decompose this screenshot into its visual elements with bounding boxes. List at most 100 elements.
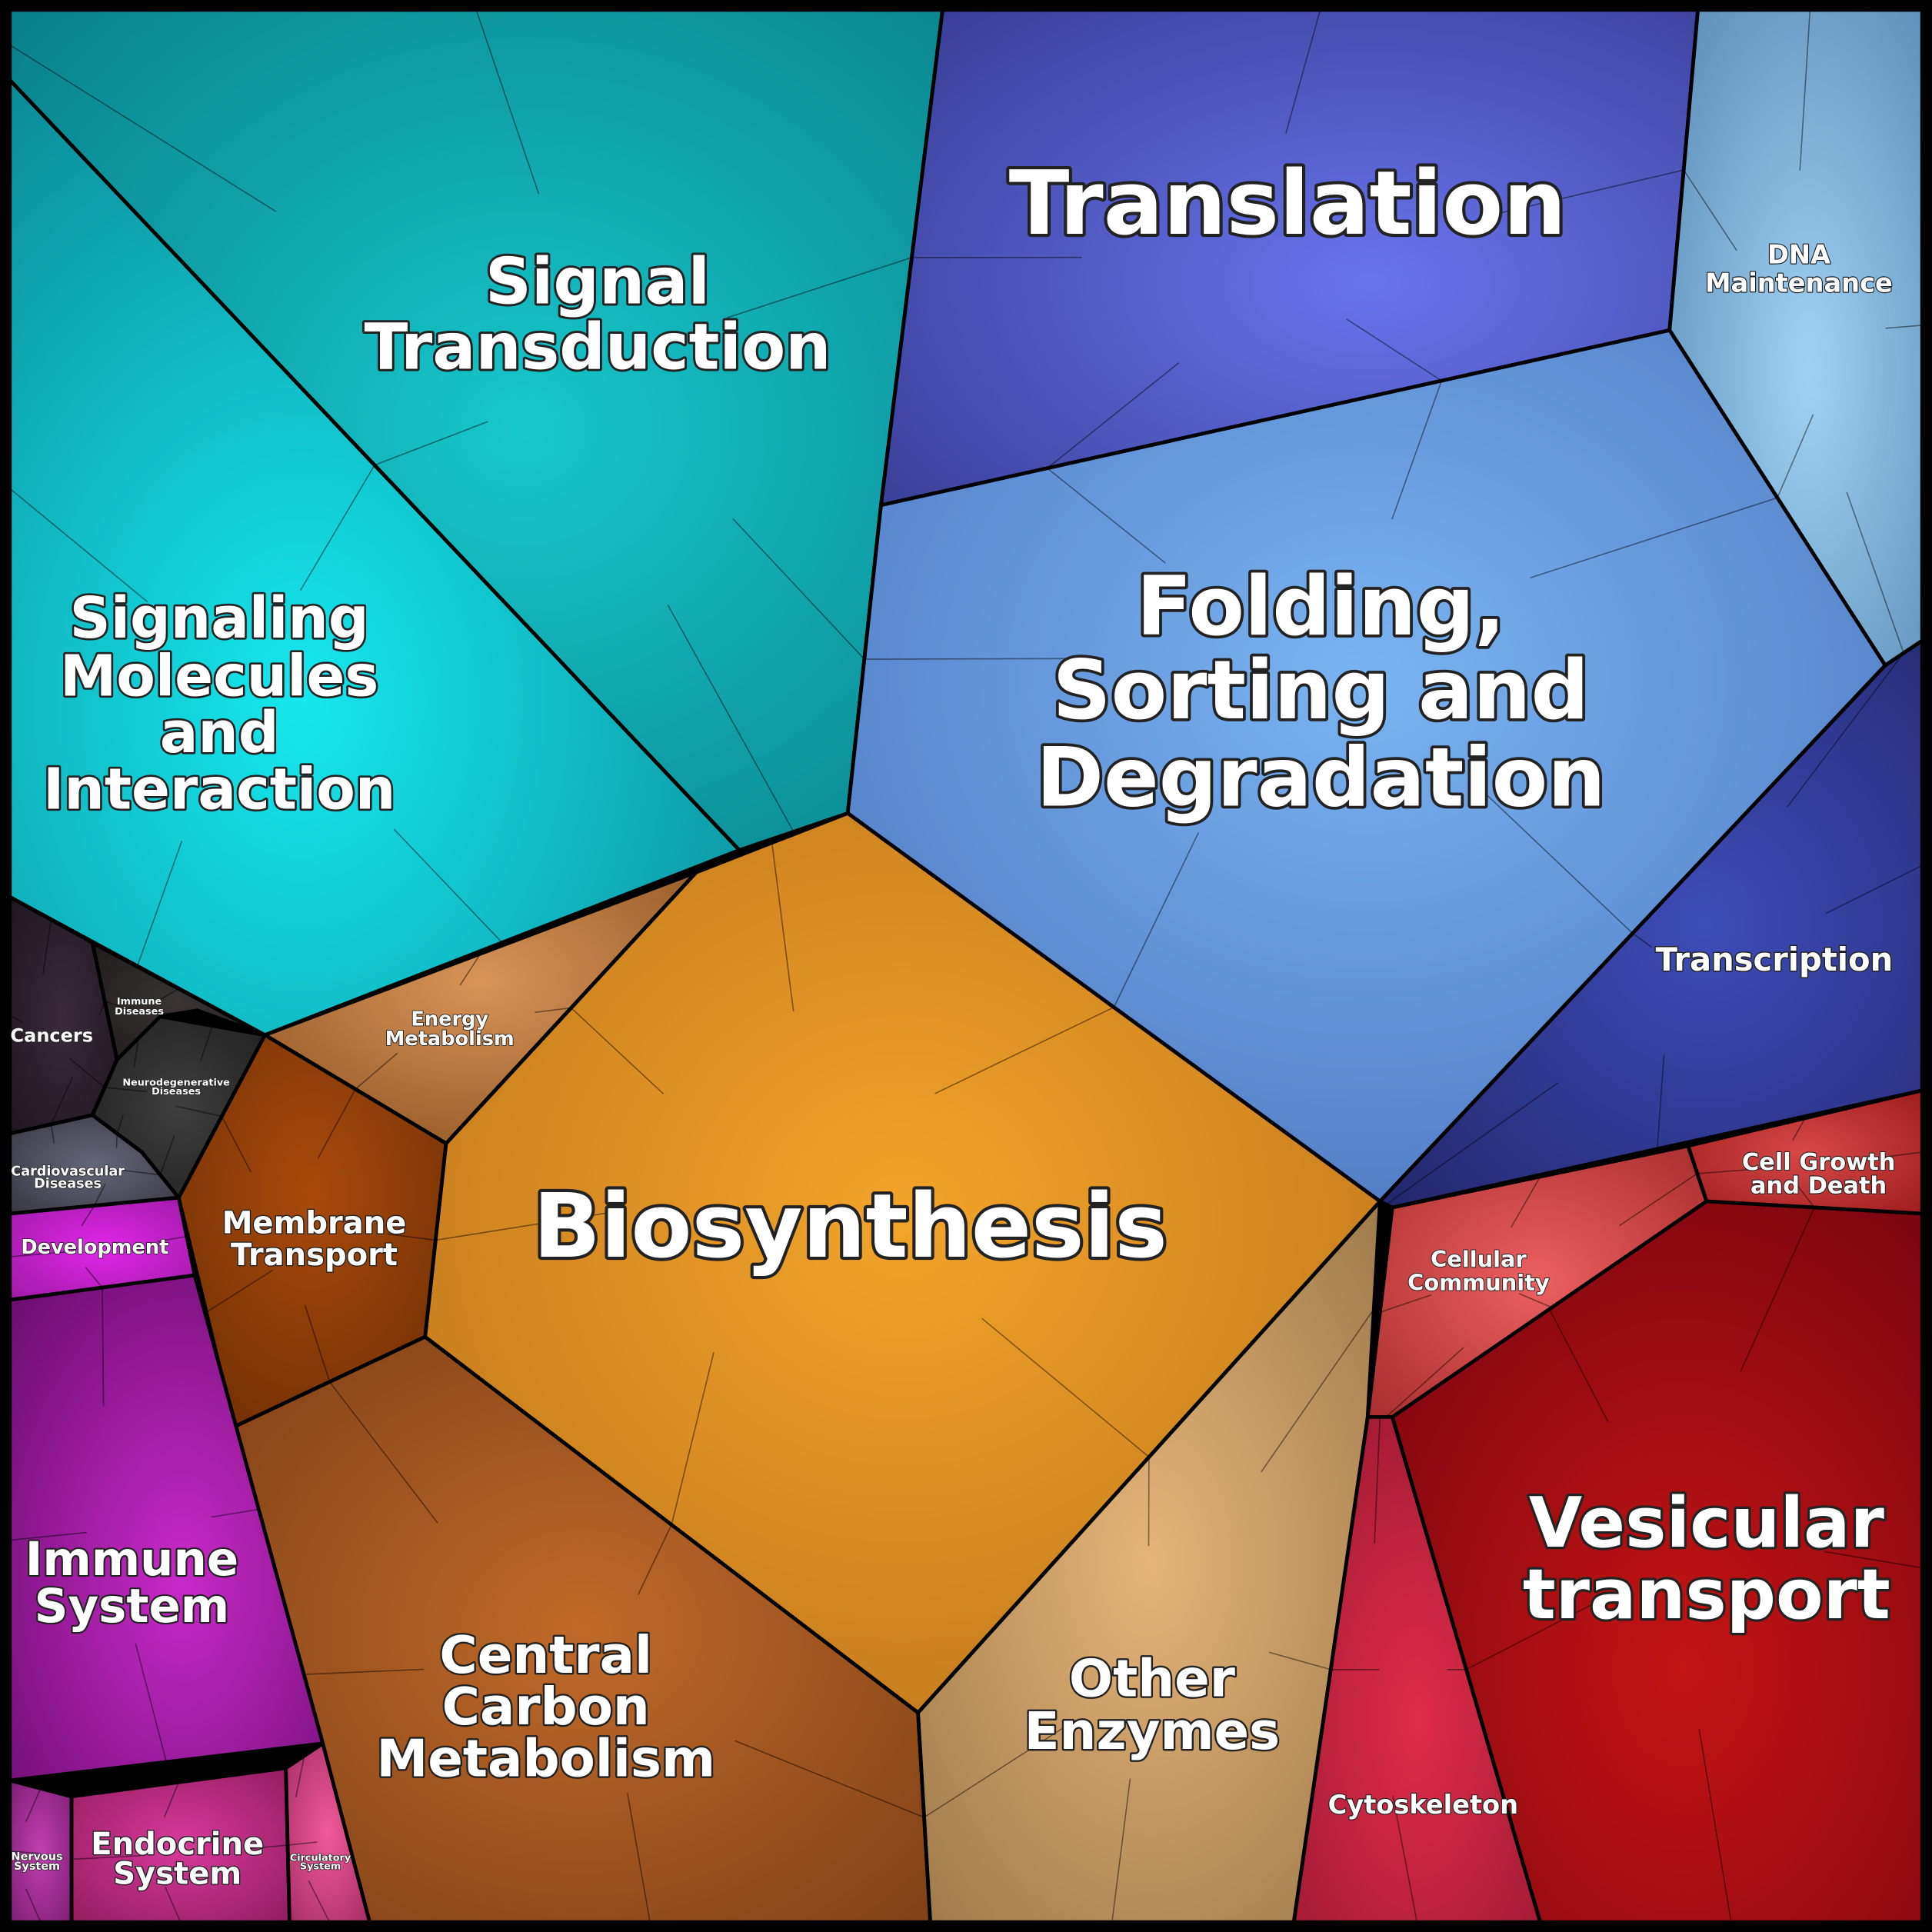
cell-edge: [159, 1135, 175, 1175]
cell-edge: [571, 1007, 665, 1094]
cell-edge: [1487, 794, 1634, 934]
cell-edge: [1697, 1168, 1769, 1174]
cell-edge: [9, 1251, 69, 1257]
cell-edge: [393, 828, 503, 944]
cell-edge: [9, 1850, 41, 1854]
cell-edge: [9, 1167, 34, 1174]
region-label: Circulatory: [290, 1852, 351, 1864]
cell-edge: [304, 1304, 331, 1382]
region-label: Community: [1407, 1269, 1550, 1295]
cell-edge: [287, 1841, 318, 1846]
region-label: and: [160, 701, 279, 766]
region-label: System: [14, 1860, 60, 1873]
region-label: Maintenance: [1705, 268, 1893, 298]
cell-edge: [1113, 832, 1200, 1008]
region-label: Signal: [485, 245, 710, 319]
cell-edge: [459, 953, 481, 986]
region-label: Enzymes: [1024, 1701, 1281, 1761]
cell-edge: [1261, 1308, 1374, 1473]
cell-edge: [205, 1269, 274, 1313]
cell-edge: [374, 421, 488, 466]
cell-edge: [1385, 1347, 1464, 1417]
region-label: Cancers: [10, 1024, 93, 1046]
region-label: Metabolism: [385, 1028, 515, 1051]
cell-edge: [133, 1038, 140, 1068]
cell-edge: [1880, 1151, 1923, 1158]
region-label: System: [300, 1861, 341, 1873]
cell-edge: [1466, 1601, 1597, 1671]
cell-edge: [301, 1668, 425, 1675]
region-label: Membrane: [222, 1205, 407, 1241]
region-label: Cytoskeleton: [1328, 1790, 1519, 1820]
cell-edge: [1792, 1118, 1806, 1141]
region-label: Central: [439, 1625, 652, 1685]
cell-edge: [1380, 1294, 1432, 1313]
cell-edge: [1797, 1184, 1815, 1208]
region-label: Other: [1069, 1648, 1235, 1708]
cell-edge: [81, 1205, 95, 1227]
cell-edge: [308, 1880, 331, 1923]
region-label: Cell Growth: [1742, 1149, 1896, 1176]
cell-edge: [1285, 9, 1321, 134]
cell-edge: [535, 1007, 571, 1014]
cell-edge: [85, 1266, 103, 1288]
region-label: Biosynthesis: [533, 1175, 1168, 1278]
cell-edge: [627, 1793, 651, 1923]
cell-edge: [1777, 414, 1814, 498]
cell-edge: [295, 1755, 305, 1798]
cell-edge: [387, 1233, 436, 1241]
region-label: Transcription: [1656, 941, 1894, 978]
region-label: Transduction: [364, 310, 831, 385]
region-label: Cellular: [1431, 1246, 1527, 1272]
region-label: Endocrine: [91, 1827, 264, 1862]
cell-edge: [435, 1209, 626, 1241]
region-label: Metabolism: [376, 1728, 715, 1788]
region-label: Diseases: [115, 1006, 164, 1018]
cell-edge: [1374, 1417, 1381, 1544]
cell-edge: [1518, 1293, 1556, 1310]
region-label: Diseases: [152, 1086, 201, 1098]
cell-edge: [1047, 362, 1180, 469]
region-label: Folding,: [1136, 559, 1505, 654]
region-label: Cardiovascular: [11, 1164, 125, 1180]
cell-edge: [1740, 1207, 1815, 1372]
cell-edge: [355, 1052, 398, 1090]
cell-edge: [1846, 491, 1904, 654]
cell-edge: [25, 1888, 42, 1923]
region-label: transport: [1523, 1555, 1890, 1635]
region-label: and Death: [1750, 1172, 1887, 1199]
cell-edge: [667, 605, 794, 832]
cell-edge: [102, 1287, 105, 1407]
cell-edge: [211, 1508, 259, 1518]
cell-edge: [1787, 652, 1904, 808]
cell-edge: [175, 1105, 222, 1118]
cell-edge: [1619, 1173, 1698, 1227]
cell-edge: [116, 1114, 125, 1134]
cell-edge: [1885, 325, 1923, 329]
cell-edge: [136, 840, 183, 967]
cell-edge: [1111, 1778, 1131, 1923]
cell-edge: [93, 1184, 106, 1206]
cell-edge: [475, 9, 540, 195]
region-label: Degradation: [1036, 731, 1605, 825]
cell-edge: [726, 257, 912, 318]
cell-edge: [42, 919, 52, 975]
region-label: Immune: [25, 1532, 238, 1587]
region: [90, 941, 267, 1062]
region-label: Interaction: [43, 758, 395, 823]
cell-edge: [9, 1014, 23, 1024]
cell-edge: [135, 1643, 168, 1763]
region-label: Carbon: [442, 1677, 650, 1737]
cell-edge: [1268, 1651, 1331, 1671]
cell-edge: [71, 1855, 141, 1860]
cell-edge: [771, 842, 794, 1012]
cell-edge: [1497, 169, 1684, 215]
cell-edge: [734, 1740, 924, 1818]
cell-edge: [317, 1088, 356, 1159]
cell-edge: [213, 1017, 232, 1024]
cell-edge: [1824, 1551, 1923, 1569]
cell-edge: [1047, 468, 1166, 564]
region-label: Neurodegenerative: [122, 1078, 230, 1089]
